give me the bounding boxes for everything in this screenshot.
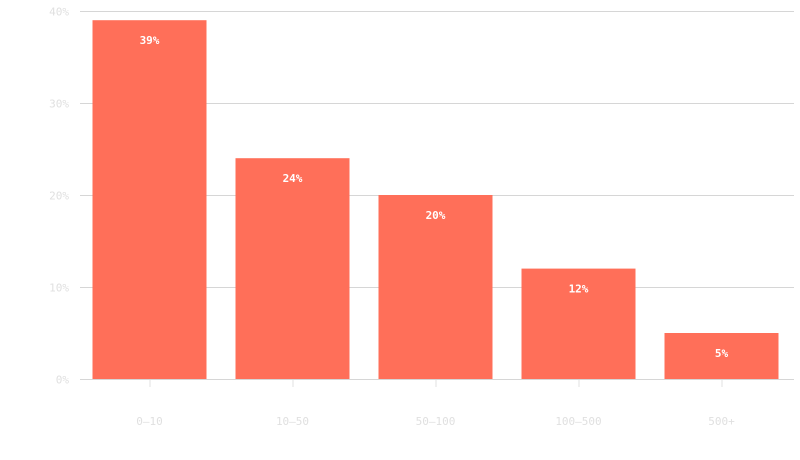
bars [92,20,779,379]
bar [235,158,350,379]
y-tick-label: 0% [56,374,70,387]
data-label: 12% [569,283,589,296]
y-tick-label: 10% [49,282,69,295]
data-label: 5% [715,347,729,360]
x-tick-label: 50–100 [416,415,456,428]
y-tick-label: 40% [49,6,69,19]
bar [521,268,636,379]
data-label: 20% [426,209,446,222]
data-label: 24% [283,172,303,185]
x-tick-label: 0–10 [136,415,163,428]
x-tick-label: 500+ [708,415,735,428]
bar [378,195,493,379]
x-tick-label: 100–500 [555,415,601,428]
axes: 0% 10% 20% 30% 40% 0–10 10–50 50–100 100–500 500+ [49,6,794,428]
data-label: 39% [140,34,160,47]
x-tick-label: 10–50 [276,415,309,428]
bar [92,20,207,379]
y-tick-label: 30% [49,98,69,111]
bar [664,333,779,379]
y-tick-label: 20% [49,190,69,203]
data-labels: 39% 24% 20% 12% 5% [140,34,729,360]
